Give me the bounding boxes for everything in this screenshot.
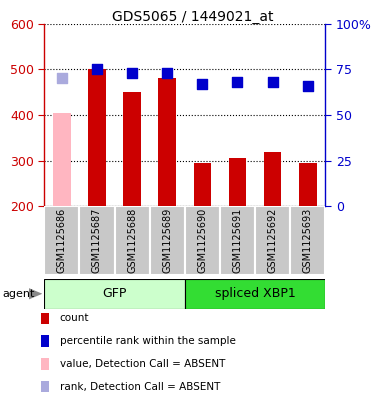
Point [199,81,206,87]
Point [234,79,241,85]
Bar [41,313,49,324]
Text: GSM1125690: GSM1125690 [198,208,208,274]
Text: GSM1125689: GSM1125689 [162,208,172,274]
Point [305,83,311,89]
Bar [255,206,290,275]
Text: rank, Detection Call = ABSENT: rank, Detection Call = ABSENT [60,382,220,392]
Bar [159,79,176,206]
Text: percentile rank within the sample: percentile rank within the sample [60,336,236,346]
Text: GFP: GFP [102,287,127,300]
Bar [44,279,185,309]
Bar [229,158,246,206]
Text: GSM1125692: GSM1125692 [268,208,278,274]
Text: GSM1125691: GSM1125691 [233,208,243,274]
Bar [88,69,106,206]
Bar [194,163,211,206]
Polygon shape [29,288,42,299]
Bar [264,151,281,206]
Bar [41,336,49,347]
Bar [290,206,325,275]
Point [129,70,135,76]
Bar [115,206,150,275]
Text: GSM1125693: GSM1125693 [303,208,313,274]
Bar [79,206,115,275]
Point [94,66,100,72]
Bar [41,358,49,369]
Text: spliced XBP1: spliced XBP1 [215,287,295,300]
Text: GSM1125687: GSM1125687 [92,208,102,274]
Bar [44,206,79,275]
Point [59,75,65,82]
Bar [53,113,70,206]
Point [164,70,170,76]
Bar [185,206,220,275]
Text: GSM1125686: GSM1125686 [57,208,67,274]
Point [270,79,276,85]
Text: agent: agent [2,289,34,299]
Text: GSM1125688: GSM1125688 [127,208,137,274]
Bar [220,206,255,275]
Bar [41,381,49,392]
Bar [123,92,141,206]
Bar [299,163,316,206]
Text: GDS5065 / 1449021_at: GDS5065 / 1449021_at [112,10,273,24]
Text: value, Detection Call = ABSENT: value, Detection Call = ABSENT [60,359,225,369]
Bar [150,206,185,275]
Text: count: count [60,313,89,323]
Bar [185,279,325,309]
